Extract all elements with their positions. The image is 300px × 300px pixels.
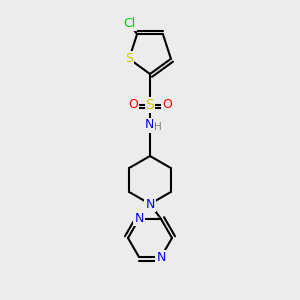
Text: N: N xyxy=(134,212,144,225)
Text: H: H xyxy=(154,122,162,132)
Text: N: N xyxy=(156,250,166,264)
Text: N: N xyxy=(144,118,154,131)
Text: Cl: Cl xyxy=(123,17,136,30)
Text: S: S xyxy=(125,52,133,65)
Text: S: S xyxy=(146,98,154,112)
Text: O: O xyxy=(162,98,172,112)
Text: O: O xyxy=(128,98,138,112)
Text: N: N xyxy=(145,197,155,211)
